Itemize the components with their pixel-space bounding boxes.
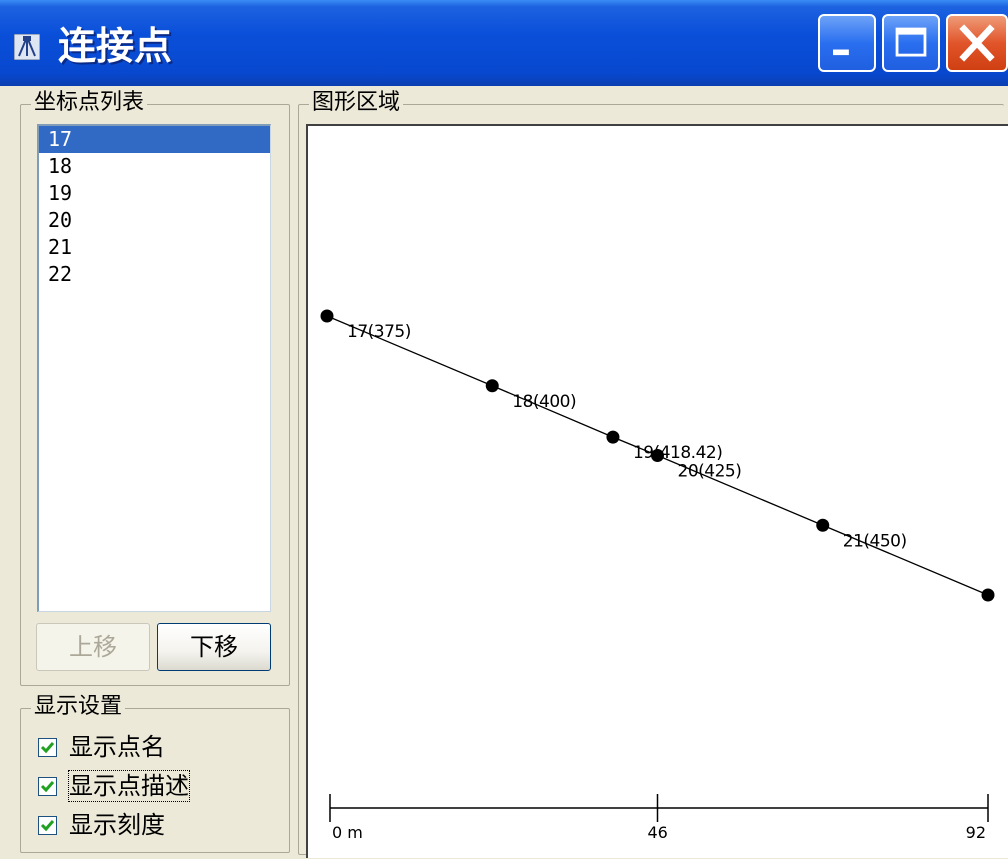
point-marker-17: [320, 309, 334, 323]
point-list-group: 坐标点列表: [20, 89, 290, 686]
window-title: 连接点: [58, 24, 173, 68]
point-marker-19: [606, 430, 620, 444]
show-point-name-option[interactable]: 显示点名: [38, 732, 165, 762]
list-item[interactable]: 17: [39, 126, 270, 153]
move-up-button[interactable]: 上移: [36, 623, 150, 671]
point-label-18: 18(400): [512, 392, 576, 412]
point-label-20: 20(425): [678, 462, 742, 482]
show-point-description-option[interactable]: 显示点描述: [38, 770, 190, 802]
minimize-button[interactable]: [818, 14, 876, 72]
list-item[interactable]: 21: [48, 235, 73, 259]
close-button[interactable]: [946, 14, 1008, 72]
maximize-button[interactable]: [882, 14, 940, 72]
checkmark-icon: [40, 780, 55, 792]
profile-line: [326, 315, 989, 596]
point-marker-20: [651, 449, 664, 462]
move-down-button[interactable]: 下移: [157, 623, 271, 671]
checkmark-icon: [40, 819, 55, 831]
show-scale-checkbox[interactable]: [38, 815, 57, 835]
point-label-21: 21(450): [843, 531, 907, 551]
checkmark-icon: [40, 741, 55, 753]
show-scale-label: 显示刻度: [69, 811, 165, 839]
scale-label: 92: [966, 823, 986, 842]
graphic-area-title: 图形区域: [309, 89, 404, 117]
show-point-name-checkbox[interactable]: [38, 737, 57, 757]
point-list-title: 坐标点列表: [31, 89, 148, 117]
point-listbox[interactable]: 17 18 19 20 21 22: [37, 124, 271, 612]
title-bar[interactable]: 连接点: [0, 0, 1008, 86]
list-item[interactable]: 19: [48, 181, 73, 205]
show-point-description-label: 显示点描述: [68, 770, 190, 802]
profile-plot: 17(375) 18(400) 19(418.42)20(425) 21(450) 0 …: [320, 309, 995, 842]
point-marker-18: [485, 379, 499, 393]
show-point-name-label: 显示点名: [69, 733, 165, 761]
point-marker-21: [816, 518, 830, 532]
scale-label: 0 m: [332, 823, 363, 842]
point-marker-22: [981, 588, 995, 602]
survey-instrument-icon: [14, 34, 40, 60]
display-settings-title: 显示设置: [31, 693, 126, 721]
list-item[interactable]: 20: [48, 208, 73, 232]
maximize-icon: [895, 27, 927, 57]
show-scale-option[interactable]: 显示刻度: [38, 810, 165, 840]
minimize-icon: [833, 49, 849, 56]
list-item[interactable]: 18: [48, 154, 73, 178]
point-label-17: 17(375): [347, 322, 411, 342]
point-label-19: 19(418.42): [633, 443, 722, 463]
show-point-description-checkbox[interactable]: [38, 776, 57, 796]
scale-label: 46: [648, 823, 668, 842]
graphic-canvas[interactable]: 17(375) 18(400) 19(418.42) 20(425) 21(450) 0 …: [306, 124, 1008, 858]
close-icon: [959, 24, 995, 62]
display-settings-group: 显示设置: [20, 693, 290, 853]
list-item[interactable]: 22: [48, 262, 73, 286]
